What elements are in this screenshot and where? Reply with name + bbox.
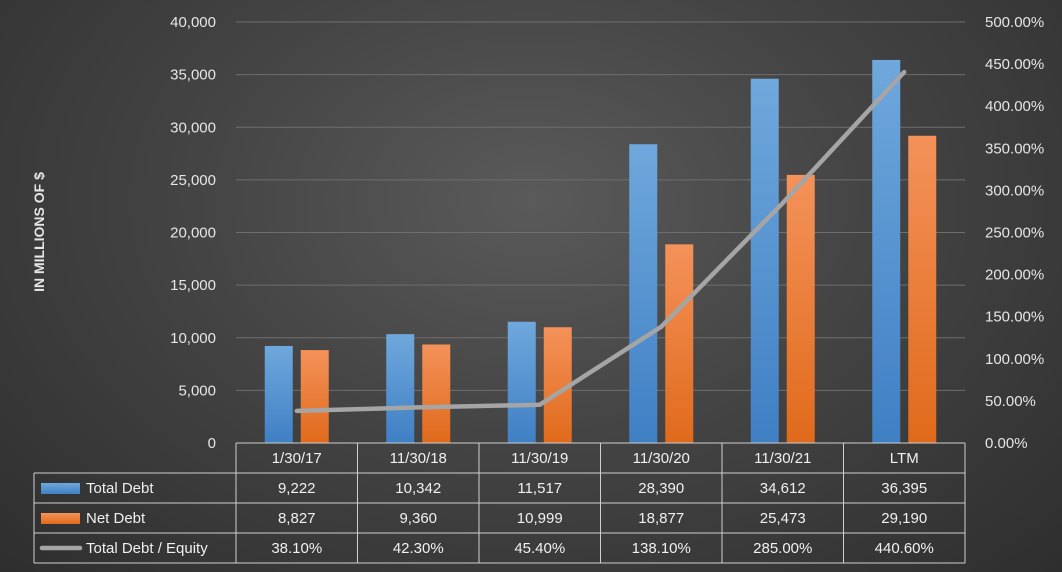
legend-label: Net Debt [86, 510, 146, 527]
bar-net-debt [422, 344, 451, 443]
line-total-debt-equity [296, 70, 906, 414]
line-point [780, 200, 785, 206]
line-point [537, 402, 542, 407]
y2-tick-label: 0.00% [985, 435, 1028, 452]
data-value-label: 8,827 [278, 510, 316, 527]
line-point [294, 408, 299, 414]
y-tick-label: 20,000 [170, 225, 216, 242]
legend-key-total-debt [41, 483, 80, 494]
y-tick-label: 30,000 [170, 119, 216, 136]
bar-total-debt [507, 321, 536, 443]
data-value-label: 138.10% [632, 540, 691, 557]
data-value-label: 34,612 [760, 480, 806, 497]
y-axis-label: IN MILLIONS OF $ [31, 172, 47, 292]
y-tick-label: 25,000 [170, 172, 216, 189]
bar-net-debt [300, 350, 329, 443]
data-value-label: 42.30% [393, 540, 444, 557]
line-point [659, 324, 664, 329]
y2-tick-label: 300.00% [985, 182, 1044, 199]
bar-total-debt [264, 345, 293, 443]
y-tick-label: 5,000 [178, 382, 216, 399]
y2-tick-label: 500.00% [985, 14, 1044, 31]
y-tick-label: 0 [208, 435, 216, 452]
line-point [416, 405, 421, 410]
category-label: LTM [890, 450, 919, 467]
bar-net-debt [786, 174, 815, 443]
data-value-label: 45.40% [514, 540, 565, 557]
bar-net-debt [908, 135, 937, 443]
y2-tick-label: 150.00% [985, 309, 1044, 326]
bar-total-debt [386, 334, 415, 443]
bars [264, 59, 937, 443]
bar-net-debt [665, 244, 694, 443]
category-label: 11/30/21 [754, 450, 811, 467]
data-value-label: 440.60% [875, 540, 934, 557]
data-value-label: 11,517 [517, 480, 562, 497]
y-tick-label: 15,000 [170, 277, 216, 294]
gridlines [236, 21, 965, 391]
left-axis-ticks: 0 5,000 10,000 15,000 20,000 25,000 30,000 35,0… [170, 14, 216, 452]
category-label: 11/30/20 [633, 450, 690, 467]
y-tick-label: 40,000 [170, 14, 216, 31]
y2-tick-label: 450.00% [985, 56, 1044, 73]
y2-tick-label: 400.00% [985, 98, 1044, 115]
bar-total-debt [872, 59, 901, 443]
data-value-label: 9,360 [399, 510, 437, 527]
bar-total-debt [750, 78, 779, 443]
right-axis-ticks: 0.00% 50.00% 100.00% 150.00% 200.00% 250.00% 3… [985, 14, 1044, 452]
data-value-label: 9,222 [278, 480, 316, 497]
data-value-label: 29,190 [881, 510, 927, 527]
bar-total-debt [629, 144, 658, 443]
category-label: 1/30/17 [272, 450, 322, 467]
y2-tick-label: 100.00% [985, 351, 1044, 368]
data-value-label: 38.10% [271, 540, 322, 557]
y2-tick-label: 350.00% [985, 140, 1044, 157]
data-value-label: 25,473 [760, 510, 806, 527]
y2-tick-label: 50.00% [985, 393, 1036, 410]
ratio-line [294, 69, 907, 414]
line-point [902, 69, 907, 75]
y-tick-label: 35,000 [170, 67, 216, 84]
data-value-label: 18,877 [638, 510, 684, 527]
y2-tick-label: 250.00% [985, 225, 1044, 242]
category-label: 11/30/18 [390, 450, 447, 467]
data-value-label: 285.00% [753, 540, 812, 557]
data-value-label: 28,390 [638, 480, 684, 497]
legend-label: Total Debt [86, 480, 154, 497]
data-value-label: 10,342 [395, 480, 441, 497]
legend-label: Total Debt / Equity [86, 540, 208, 557]
category-label: 11/30/19 [511, 450, 568, 467]
data-value-label: 36,395 [881, 480, 927, 497]
data-value-label: 10,999 [517, 510, 563, 527]
y2-tick-label: 200.00% [985, 267, 1044, 284]
y-tick-label: 10,000 [170, 330, 216, 347]
data-table: 1/30/17 11/30/18 11/30/19 11/30/20 11/30/21 L… [33, 442, 966, 564]
legend-key-net-debt [41, 513, 80, 524]
